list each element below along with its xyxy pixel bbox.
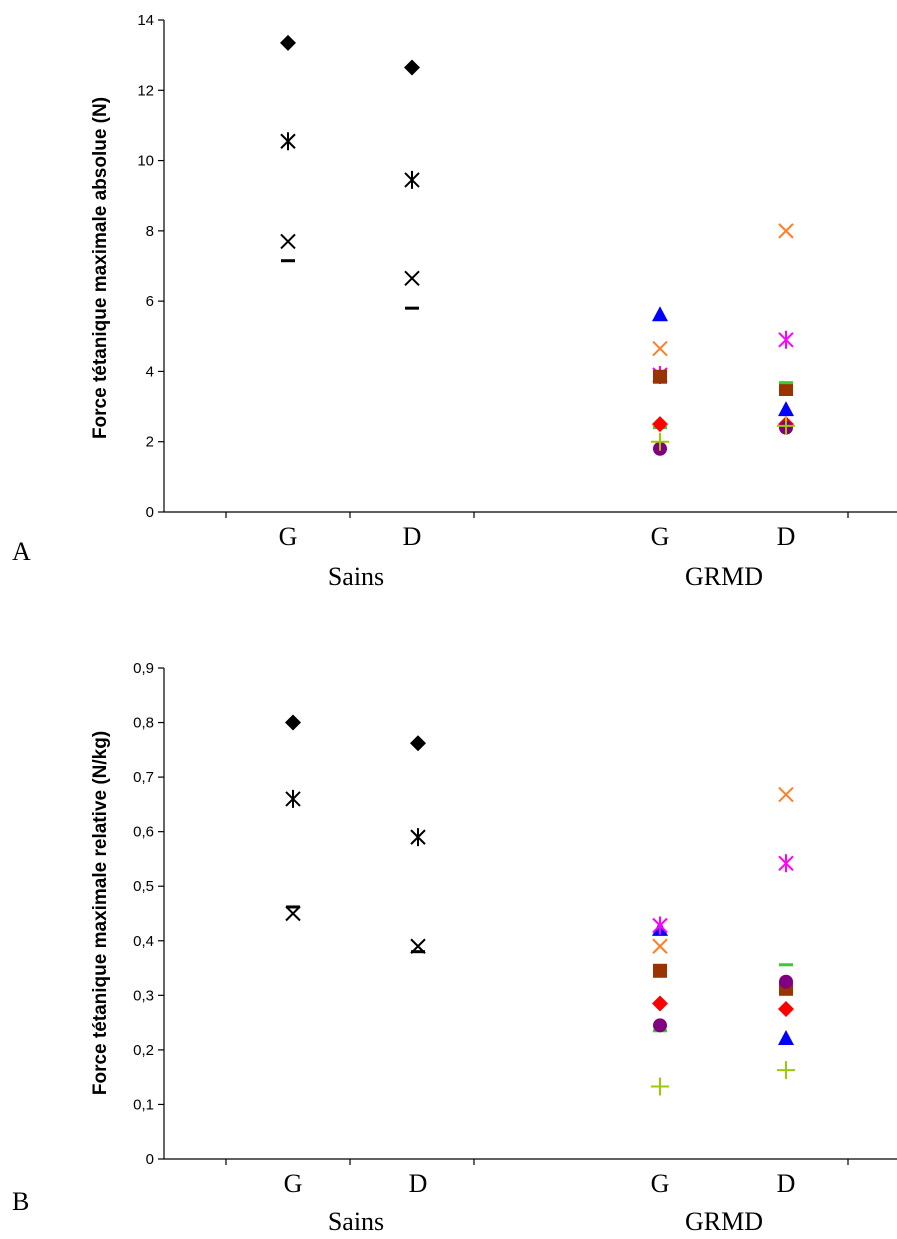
data-point-diamond — [285, 714, 301, 731]
x-ticks — [225, 1159, 849, 1165]
y-tick-label: 0,1 — [133, 1096, 154, 1113]
data-point-x — [404, 270, 420, 287]
y-tick-label: 6 — [146, 293, 154, 310]
x-group-label: Sains — [328, 1207, 384, 1236]
data-point-star — [778, 330, 794, 349]
data-point-star — [285, 789, 301, 808]
y-tick-label: 4 — [146, 363, 154, 380]
data-point-square — [653, 963, 667, 978]
data-point-star — [410, 828, 426, 847]
x-category-label: D — [409, 1169, 428, 1198]
x-category-label: G — [279, 522, 298, 551]
chart-panel-a: Force tétanique maximale absolue (N) 0 2 4… — [12, 12, 897, 591]
panel-label: B — [12, 1187, 29, 1216]
data-point-star — [404, 170, 420, 189]
data-point-x — [652, 340, 668, 357]
y-tick-label: 8 — [146, 223, 154, 240]
data-point-triangle — [778, 401, 794, 417]
y-tick-label: 2 — [146, 434, 154, 451]
y-tick-label: 0,6 — [133, 824, 154, 841]
data-point-circle — [653, 1018, 667, 1033]
y-axis-label: Force tétanique maximale absolue (N) — [90, 97, 111, 439]
data-point-x — [652, 938, 668, 954]
x-category-label: D — [403, 522, 422, 551]
y-tick-label: 0,5 — [133, 878, 154, 895]
y-tick-label: 0 — [146, 504, 154, 521]
x-category-label: G — [651, 1169, 670, 1198]
x-group-label: GRMD — [685, 562, 763, 591]
data-point-star — [280, 132, 296, 151]
y-tick-label: 0,7 — [133, 769, 154, 786]
data-points — [280, 34, 795, 456]
x-category-label: D — [777, 1169, 796, 1198]
data-points — [285, 714, 795, 1096]
y-tick-label: 0,8 — [133, 715, 154, 732]
y-tick-label: 0,2 — [133, 1042, 154, 1059]
data-point-diamond — [410, 735, 426, 752]
data-point-diamond — [652, 995, 668, 1012]
data-point-x — [285, 905, 301, 922]
panel-label: A — [12, 537, 31, 566]
chart-panel-b: Force tétanique maximale relative (N/kg)… — [12, 660, 897, 1236]
category-labels: G D G D Sains GRMD — [284, 1169, 796, 1236]
data-point-diamond — [280, 34, 296, 51]
data-point-star — [778, 854, 794, 873]
x-ticks — [225, 512, 849, 518]
y-tick-label: 14 — [137, 12, 154, 29]
data-point-diamond — [778, 1000, 794, 1017]
data-point-square — [653, 369, 667, 384]
data-point-diamond — [404, 59, 420, 76]
y-tick-label: 0 — [146, 1151, 154, 1168]
x-category-label: G — [284, 1169, 303, 1198]
x-group-label: GRMD — [685, 1207, 763, 1236]
y-axis-label: Force tétanique maximale relative (N/kg) — [90, 731, 111, 1095]
y-tick-label: 0,3 — [133, 987, 154, 1004]
data-point-plus — [777, 416, 795, 435]
category-labels: G D G D Sains GRMD — [279, 522, 796, 591]
data-point-plus — [651, 432, 669, 451]
data-point-x — [280, 233, 296, 250]
data-point-x — [778, 223, 794, 239]
data-point-plus — [651, 1077, 669, 1096]
data-point-diamond — [652, 416, 668, 433]
data-point-circle — [779, 974, 793, 989]
y-tick-label: 0,4 — [133, 933, 154, 950]
data-point-square — [779, 382, 793, 396]
y-tick-label: 10 — [137, 153, 154, 170]
y-tick-label: 0,9 — [133, 660, 154, 677]
data-point-star — [652, 916, 668, 935]
y-ticks: 0 2 4 6 8 10 12 14 — [137, 12, 164, 521]
data-point-plus — [777, 1061, 795, 1080]
data-point-triangle — [652, 306, 668, 322]
x-category-label: D — [777, 522, 796, 551]
y-tick-label: 12 — [137, 82, 154, 99]
x-group-label: Sains — [328, 562, 384, 591]
data-point-triangle — [778, 1029, 794, 1045]
data-point-x — [778, 786, 794, 803]
y-ticks: 0 0,1 0,2 0,3 0,4 0,5 0,6 0,7 0,8 0,9 — [133, 660, 164, 1168]
x-category-label: G — [651, 522, 670, 551]
